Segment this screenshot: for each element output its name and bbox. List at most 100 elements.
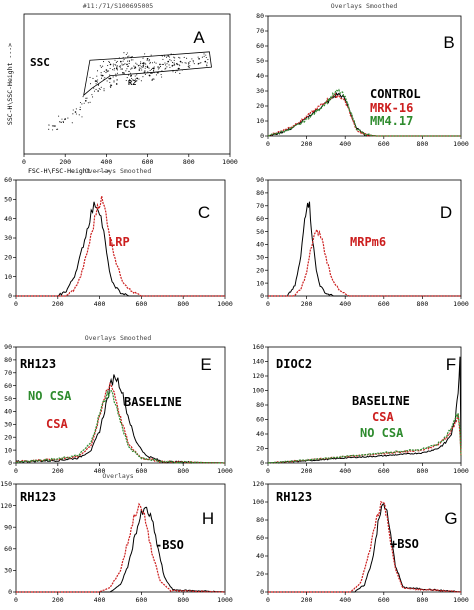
scatter-point: [97, 90, 99, 92]
scatter-point: [109, 78, 111, 80]
scatter-point: [54, 125, 56, 127]
scatter-point: [115, 61, 117, 64]
histogram-series-2: [15, 389, 225, 464]
scatter-point: [143, 56, 145, 58]
scatter-point: [97, 79, 99, 81]
scatter-point: [140, 67, 142, 69]
scatter-point: [151, 62, 154, 64]
panel-annotation: BASELINE: [352, 394, 410, 408]
scatter-point: [149, 61, 151, 64]
scatter-point: [148, 59, 151, 61]
scatter-point: [87, 102, 89, 104]
scatter-point: [103, 90, 105, 92]
scatter-point: [113, 69, 115, 71]
histogram-series-0: [16, 506, 226, 593]
y-tick-label: 60: [4, 176, 12, 184]
scatter-point: [160, 54, 162, 56]
scatter-point: [114, 63, 116, 65]
scatter-point: [102, 65, 104, 67]
scatter-point: [91, 94, 93, 96]
scatter-point: [206, 62, 208, 64]
scatter-point: [94, 80, 96, 82]
scatter-point: [113, 80, 115, 82]
panel-annotation: MM4.17: [370, 114, 413, 128]
scatter-point: [174, 57, 176, 59]
panel-letter: B: [443, 33, 454, 52]
scatter-point: [146, 65, 148, 67]
scatter-point: [112, 63, 114, 65]
scatter-point: [205, 56, 207, 59]
scatter-point: [138, 67, 140, 69]
scatter-point: [52, 129, 54, 131]
scatter-point: [183, 56, 185, 58]
scatter-point: [151, 72, 153, 74]
scatter-point: [121, 68, 123, 70]
panel-letter: G: [444, 509, 457, 528]
scatter-point: [118, 65, 120, 67]
scatter-point: [113, 67, 115, 70]
y-tick-label: 40: [4, 215, 12, 223]
panel-annotation: BASELINE: [124, 395, 182, 409]
y-tick-label: 50: [256, 228, 264, 236]
panel-annotation: RH123: [276, 490, 312, 504]
scatter-point: [122, 72, 124, 74]
y-axis-label: SSC-H\SSC-Height --->: [6, 43, 14, 125]
panel-annotation: SSC: [30, 56, 50, 69]
scatter-point: [172, 71, 174, 73]
histogram-series-1: [16, 502, 225, 593]
scatter-point: [181, 69, 183, 71]
histogram-series-1: [16, 195, 225, 297]
y-tick-label: 140: [252, 358, 264, 366]
scatter-point: [138, 69, 141, 71]
x-tick-label: 1000: [217, 300, 233, 308]
scatter-point: [124, 57, 126, 59]
scatter-point: [115, 73, 117, 75]
scatter-point: [103, 88, 105, 90]
scatter-point: [176, 64, 179, 66]
scatter-point: [172, 69, 174, 72]
scatter-point: [123, 52, 125, 54]
scatter-point: [156, 71, 158, 73]
x-tick-label: 1000: [453, 300, 469, 308]
scatter-point: [75, 113, 77, 115]
y-tick-label: 60: [256, 42, 264, 50]
y-tick-label: 80: [256, 401, 264, 409]
scatter-point: [109, 74, 111, 76]
scatter-point: [185, 62, 187, 64]
scatter-point: [126, 52, 128, 54]
scatter-point: [127, 56, 129, 58]
scatter-point: [189, 60, 191, 62]
scatter-point: [74, 111, 77, 113]
x-tick-label: 800: [417, 467, 429, 475]
y-tick-label: 120: [252, 372, 264, 380]
scatter-point: [114, 59, 116, 61]
scatter-point: [100, 86, 102, 88]
x-tick-label: 1000: [453, 596, 469, 604]
scatter-point: [48, 128, 50, 130]
scatter-point: [200, 62, 202, 64]
scatter-point: [127, 65, 129, 67]
y-tick-label: 160: [252, 343, 264, 351]
scatter-point: [128, 60, 130, 62]
scatter-point: [159, 66, 162, 68]
y-tick-label: 150: [0, 480, 12, 488]
scatter-point: [103, 70, 105, 73]
scatter-point: [72, 113, 74, 115]
scatter-point: [93, 87, 95, 89]
gate-region: [83, 51, 212, 97]
histogram-series-2: [267, 88, 461, 137]
scatter-point: [168, 56, 171, 58]
scatter-point: [130, 59, 132, 61]
scatter-point: [173, 62, 175, 64]
scatter-point: [136, 77, 138, 79]
scatter-point: [140, 61, 142, 63]
y-tick-label: 40: [256, 241, 264, 249]
scatter-point: [123, 72, 125, 74]
y-tick-label: 80: [4, 356, 12, 364]
scatter-point: [144, 67, 146, 69]
scatter-point: [166, 63, 168, 65]
x-tick-label: 400: [94, 596, 106, 604]
scatter-point: [122, 60, 124, 62]
scatter-point: [90, 83, 92, 85]
scatter-point: [135, 67, 137, 69]
